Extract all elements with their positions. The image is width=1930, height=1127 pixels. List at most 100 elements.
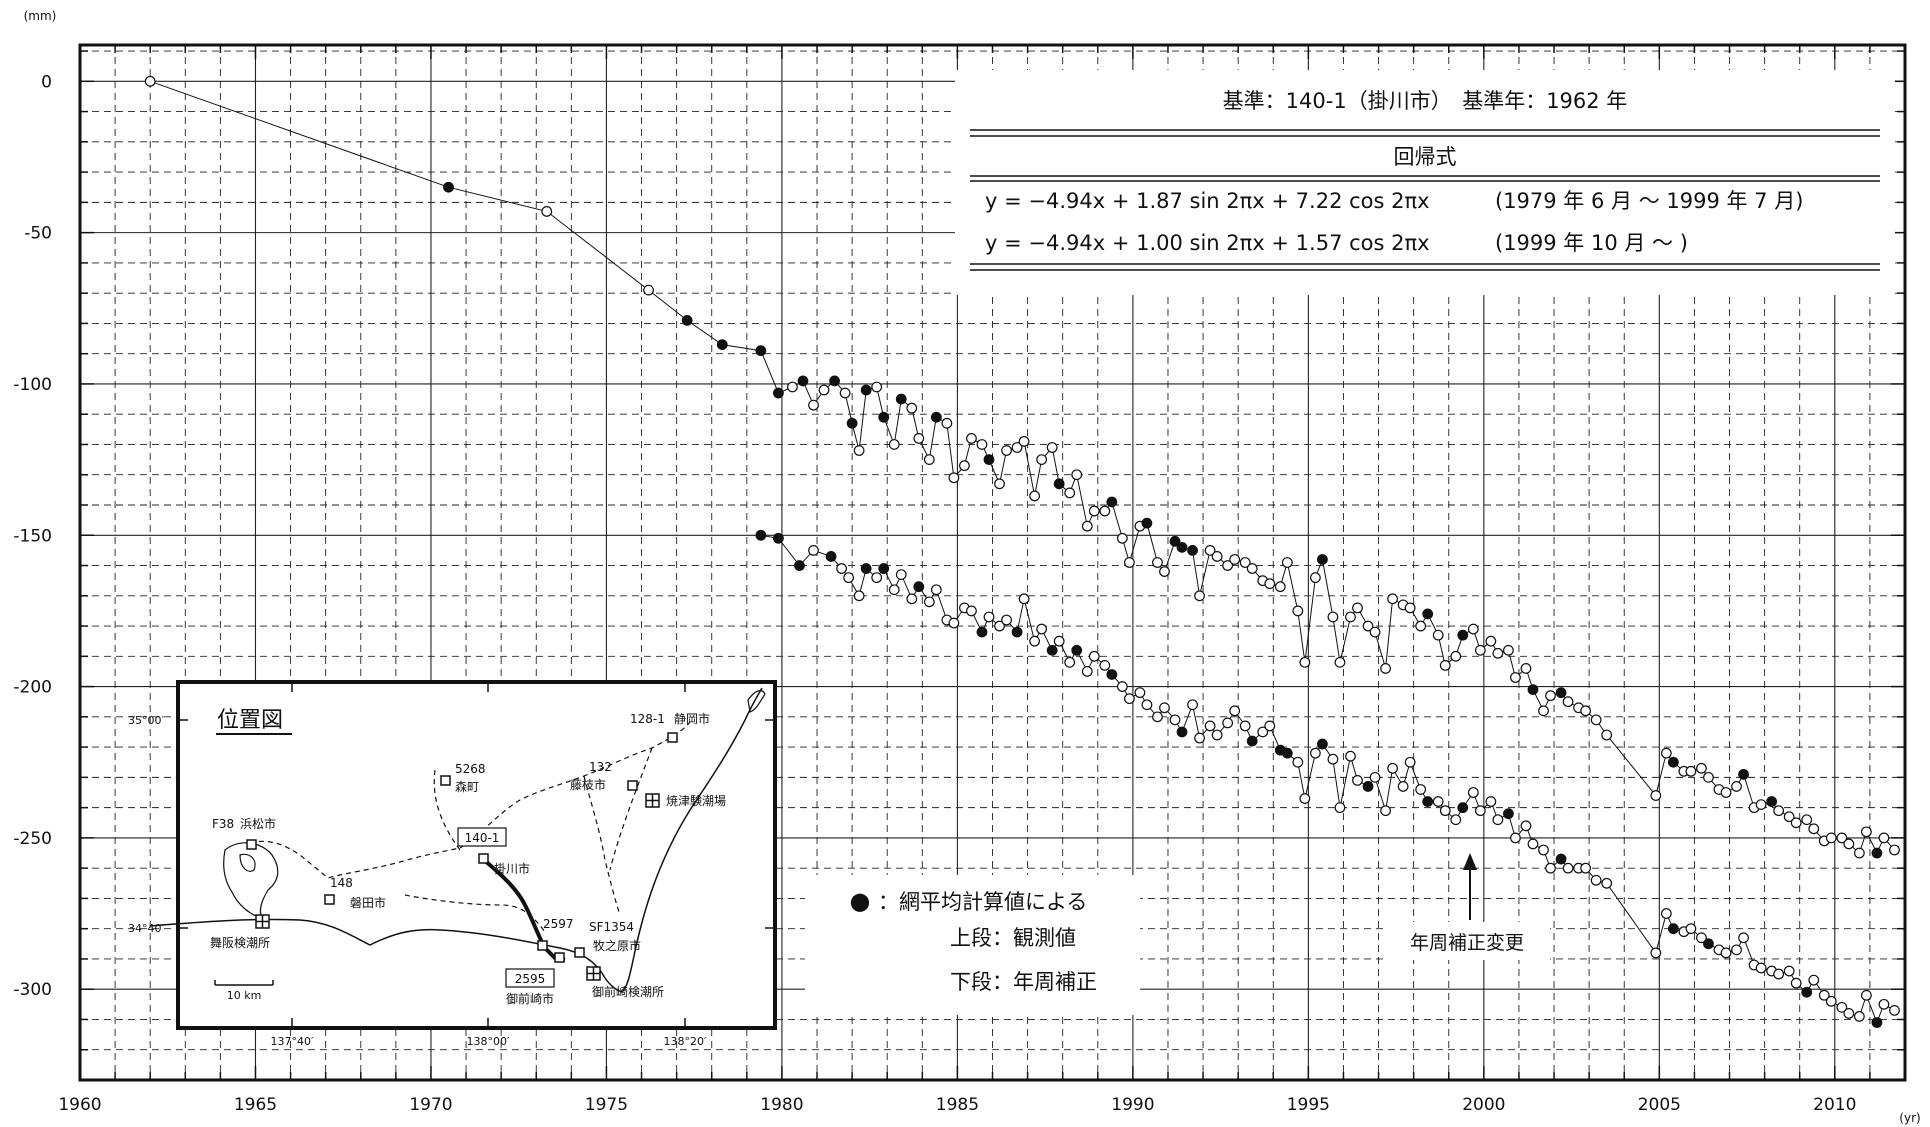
data-point-open: [808, 544, 819, 556]
data-point-open: [1327, 611, 1339, 623]
place-name-iwata: 磐田市: [350, 895, 386, 910]
data-point-open: [1036, 454, 1048, 466]
data-point-open: [871, 572, 883, 584]
legend-line-2: 上段：観測値: [950, 926, 1076, 950]
data-point-filled: [1527, 684, 1539, 696]
data-point-open: [1187, 699, 1198, 711]
data-point-open: [1510, 832, 1521, 844]
data-point-filled: [846, 417, 858, 429]
data-point-open: [853, 445, 865, 456]
data-point-open: [1685, 765, 1697, 777]
data-point-open: [1889, 1004, 1900, 1016]
data-point-open: [1264, 720, 1276, 732]
equation-2: y = −4.94x + 1.00 sin 2πx + 1.57 cos 2πx: [985, 231, 1430, 255]
data-point-filled: [1503, 808, 1514, 820]
lat-label-34-40: 34°40′: [128, 922, 164, 935]
data-point-open: [1853, 847, 1865, 859]
data-point-open: [1450, 814, 1462, 826]
data-point-open: [1450, 650, 1462, 662]
data-point-filled: [878, 411, 890, 423]
equation-1: y = −4.94x + 1.87 sin 2πx + 7.22 cos 2πx: [985, 189, 1430, 213]
data-point-open: [906, 593, 918, 605]
data-point-open: [1369, 771, 1381, 783]
data-point-filled: [794, 560, 805, 571]
data-point-open: [1081, 666, 1093, 677]
data-point-open: [1001, 445, 1012, 456]
lon-label-138-00: 138°00′: [467, 1035, 510, 1048]
data-point-open: [966, 605, 977, 617]
annotation-arrowhead: [1463, 853, 1477, 870]
data-point-open: [1432, 629, 1444, 641]
data-point-open: [1053, 635, 1065, 647]
data-point-filled: [878, 563, 890, 574]
place-name-omaezaki: 御前崎市: [506, 991, 554, 1006]
data-point-open: [1467, 787, 1479, 798]
data-point-open: [1545, 690, 1556, 702]
x-unit-label: (yr): [1899, 1111, 1920, 1125]
data-point-open: [1345, 611, 1356, 623]
data-point-open: [1783, 811, 1795, 823]
place-id-2595: 2595: [515, 972, 546, 986]
place-id-2597: 2597: [543, 917, 574, 931]
data-point-open: [1520, 663, 1532, 674]
data-point-filled: [755, 345, 767, 357]
data-point-open: [1001, 614, 1012, 626]
data-point-open: [1352, 774, 1363, 786]
data-point-filled: [976, 626, 988, 638]
data-point-open: [1204, 720, 1216, 732]
data-point-open: [1836, 832, 1848, 844]
data-point-open: [1369, 626, 1381, 638]
x-tick-label: 1985: [936, 1095, 979, 1115]
leveling-route: [249, 721, 691, 933]
data-point-filled: [1801, 986, 1813, 998]
annotation-background: [1385, 922, 1550, 960]
data-point-open: [1492, 647, 1504, 659]
x-tick-label: 1995: [1287, 1095, 1330, 1115]
data-point-open: [1071, 469, 1083, 481]
info-box: 基準：140-1（掛川市） 基準年：1962 年 回帰式 y = −4.94x …: [955, 70, 1895, 295]
data-point-open: [1432, 796, 1444, 807]
data-point-filled: [1106, 669, 1118, 680]
data-point-open: [1099, 659, 1111, 671]
place-name-hamamatsu: 浜松市: [240, 816, 276, 831]
lake-hamana: [223, 842, 279, 919]
annotation-text: 年周補正変更: [1410, 932, 1524, 954]
data-point-open: [1299, 793, 1311, 804]
data-point-open: [1299, 656, 1311, 668]
data-point-filled: [1766, 796, 1778, 807]
data-point-open: [1274, 581, 1286, 593]
data-point-open: [1292, 605, 1304, 617]
tide-omaezaki: 御前崎検潮所: [592, 984, 664, 999]
data-point-open: [1141, 699, 1153, 711]
place-name-fujieda: 藤枝市: [570, 777, 606, 792]
y-tick-label: 0: [41, 72, 52, 92]
data-point-filled: [983, 454, 995, 466]
tide-yaizu: 焼津験潮場: [666, 793, 726, 808]
data-point-open: [1222, 560, 1234, 571]
y-tick-label: -300: [13, 980, 52, 1000]
data-point-open: [839, 387, 851, 399]
data-point-open: [1018, 593, 1030, 605]
data-point-open: [1352, 602, 1363, 614]
data-point-open: [1660, 747, 1672, 759]
data-point-open: [1808, 974, 1820, 986]
data-point-filled: [773, 532, 784, 544]
data-point-open: [1510, 672, 1521, 683]
data-point-open: [1204, 544, 1216, 556]
place-id-140-1: 140-1: [465, 831, 500, 845]
place-box-2595: [505, 968, 555, 988]
data-point-open: [888, 584, 900, 596]
x-tick-label: 1975: [585, 1095, 628, 1115]
data-point-filled: [755, 529, 767, 541]
map-frame-ticks: [178, 682, 775, 1028]
data-point-open: [1520, 820, 1532, 832]
data-point-filled: [1176, 726, 1188, 738]
data-point-open: [1503, 644, 1514, 656]
data-point-filled: [930, 411, 942, 423]
data-point-open: [1696, 762, 1707, 774]
legend-line-3: 下段：年周補正: [950, 970, 1097, 994]
data-point-open: [1116, 681, 1128, 692]
data-point-open: [1467, 623, 1479, 635]
data-point-open: [1755, 799, 1767, 811]
data-point-open: [1327, 753, 1339, 765]
